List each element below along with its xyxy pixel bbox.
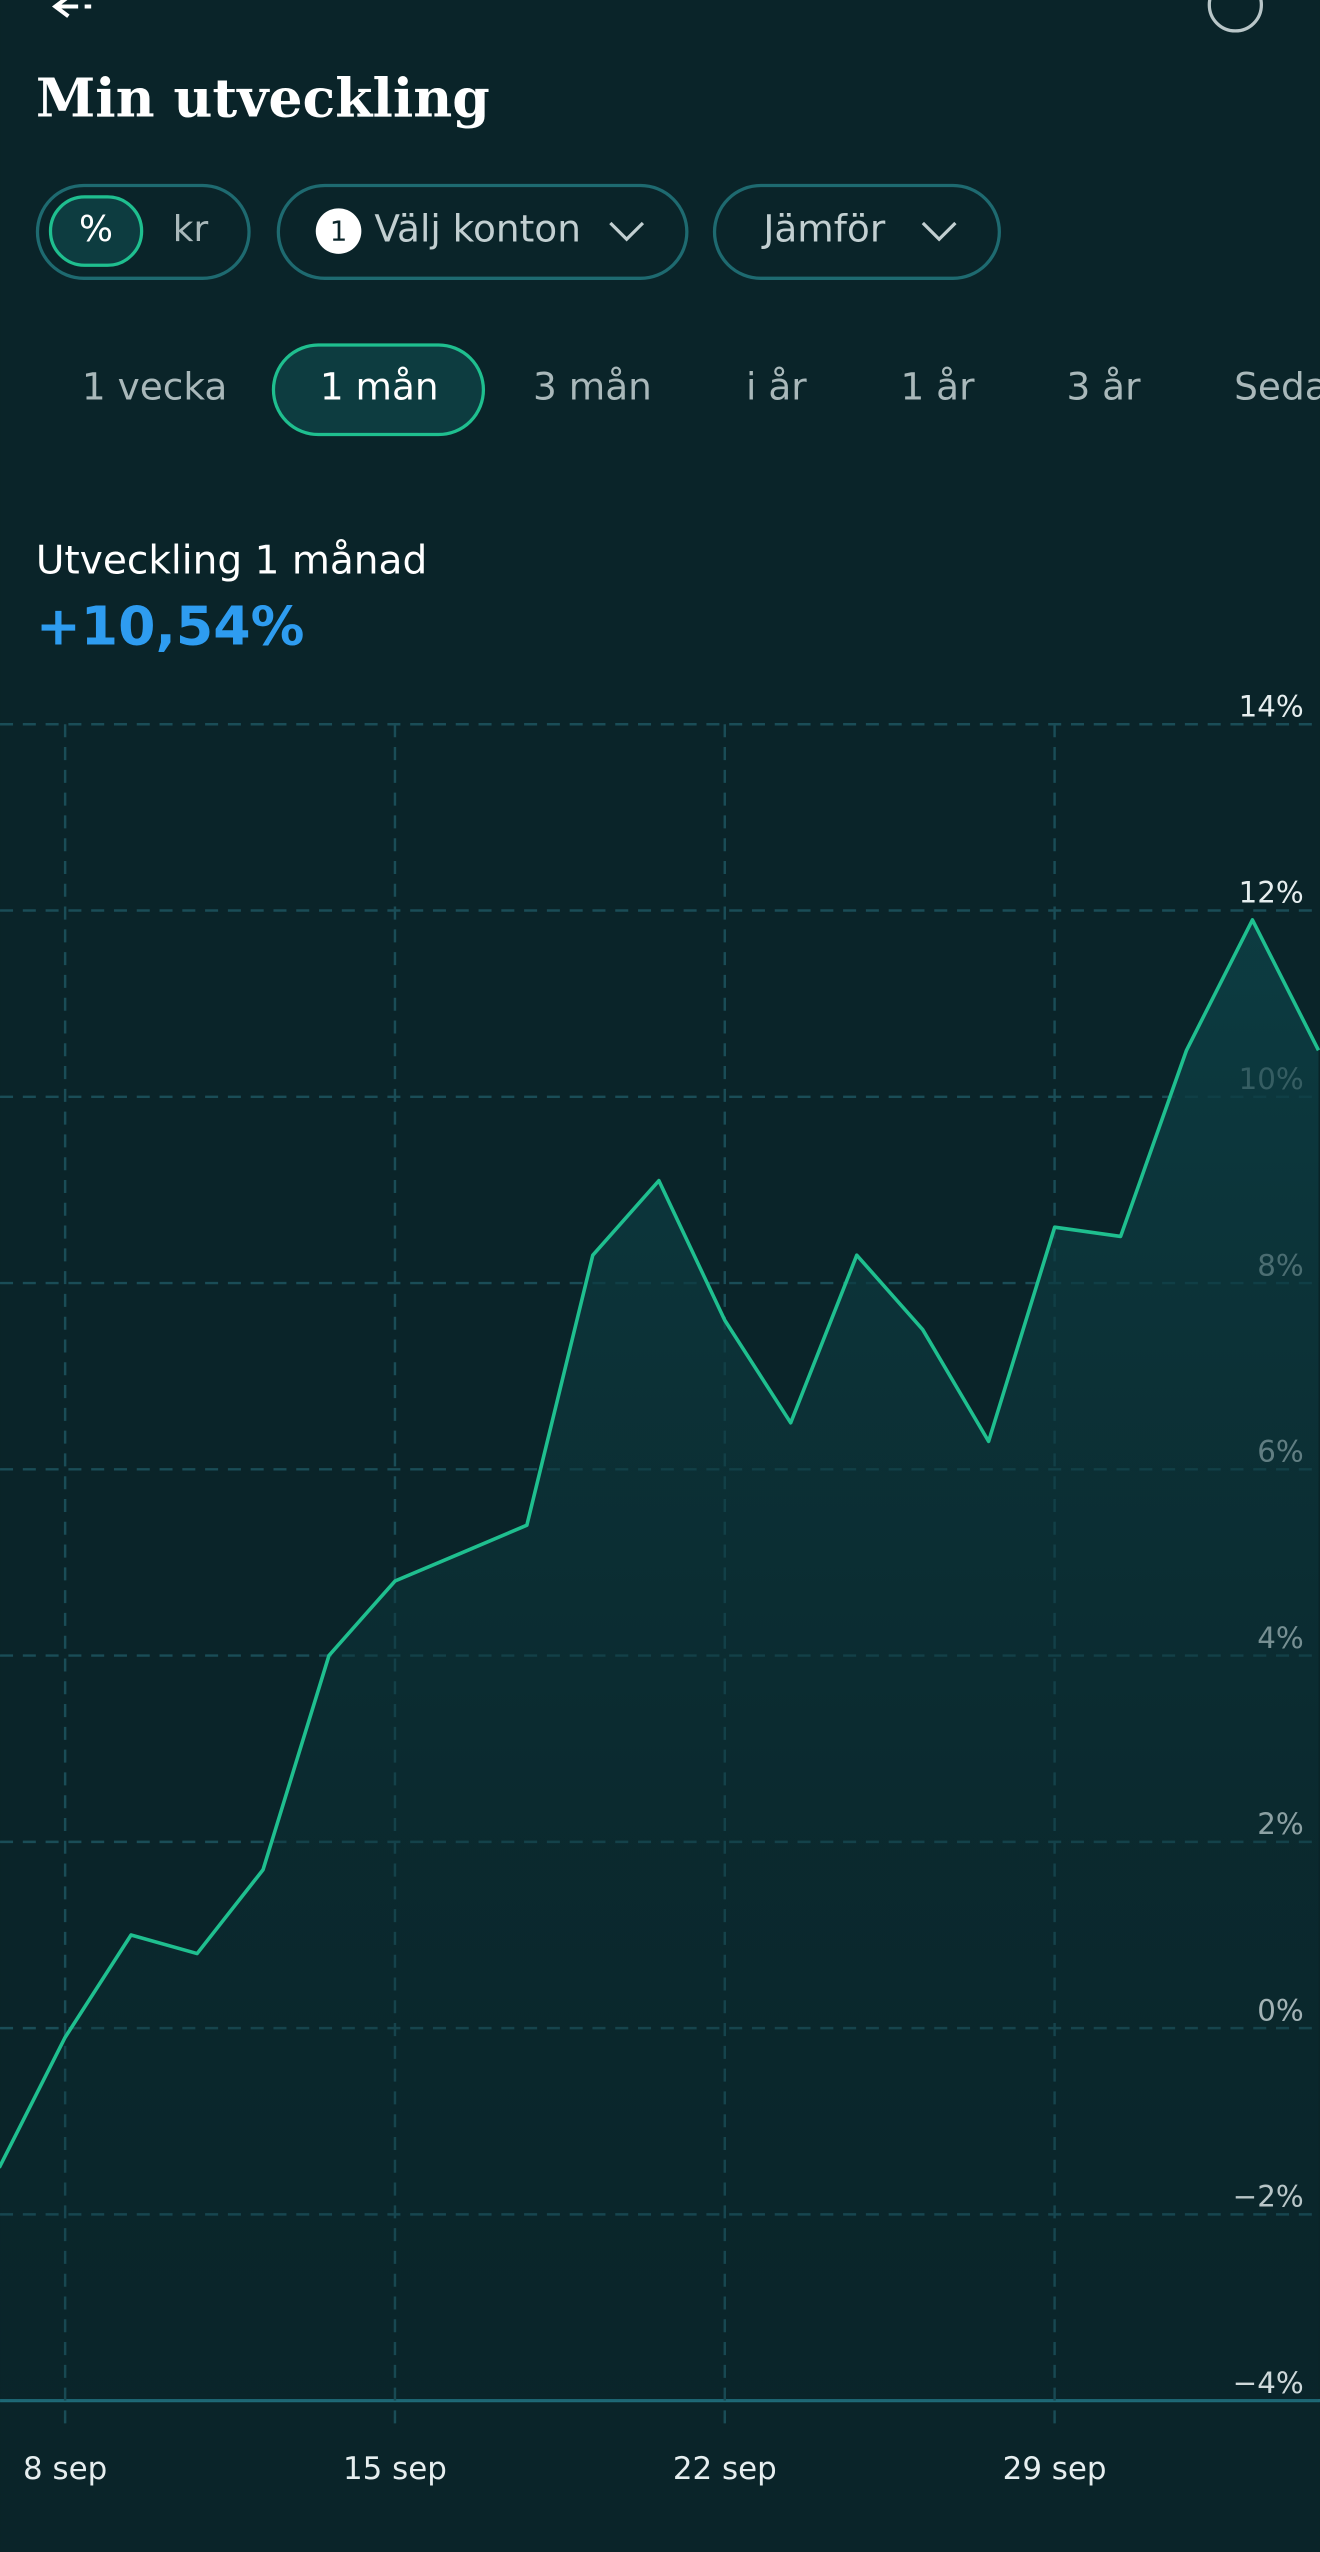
line-area	[0, 919, 1319, 2401]
chevron	[609, 221, 645, 242]
period-tabs: 1 vecka 1 mån 3 mån i år 1 år 3 år Seda	[82, 343, 1320, 437]
x-tick-label: 29 sep	[1003, 2451, 1107, 2487]
period-tab[interactable]: Seda	[1234, 364, 1320, 408]
x-tick-label: 15 sep	[343, 2451, 447, 2487]
x-tick-label: 8 sep	[23, 2451, 107, 2487]
period-tab[interactable]: 3 år	[1066, 364, 1141, 408]
back-button[interactable]	[51, 0, 92, 18]
y-tick-label: 14%	[1239, 689, 1304, 723]
account-badge	[315, 208, 362, 254]
accounts-label[interactable]: Välj konton	[374, 207, 581, 251]
page-title: Min utveckling	[36, 67, 490, 130]
period-tab[interactable]: 1 vecka	[82, 364, 227, 408]
period-tab[interactable]: 1 år	[900, 364, 975, 408]
accounts-button[interactable]	[276, 183, 689, 280]
chevron	[921, 221, 957, 242]
help-button[interactable]	[1207, 0, 1263, 33]
account-count: 1	[330, 215, 348, 248]
y-tick-label: 12%	[1239, 876, 1304, 910]
compare-button[interactable]	[712, 183, 1001, 280]
period-tab[interactable]: 3 mån	[533, 364, 652, 408]
unit-option[interactable]: %	[79, 209, 113, 250]
x-tick-label: 22 sep	[673, 2451, 777, 2487]
period-tab[interactable]: 1 mån	[320, 364, 439, 408]
unit-option[interactable]: kr	[173, 209, 209, 250]
period-tab-selected[interactable]	[271, 343, 486, 437]
period-tab[interactable]: i år	[746, 364, 807, 408]
chart-subtitle: +10,54%	[36, 595, 305, 658]
compare-label[interactable]: Jämför	[761, 207, 885, 251]
unit-option-selected[interactable]	[48, 195, 144, 267]
line	[0, 918, 1320, 2169]
unit-toggle[interactable]	[35, 183, 251, 280]
chart-title: Utveckling 1 månad	[36, 539, 427, 584]
